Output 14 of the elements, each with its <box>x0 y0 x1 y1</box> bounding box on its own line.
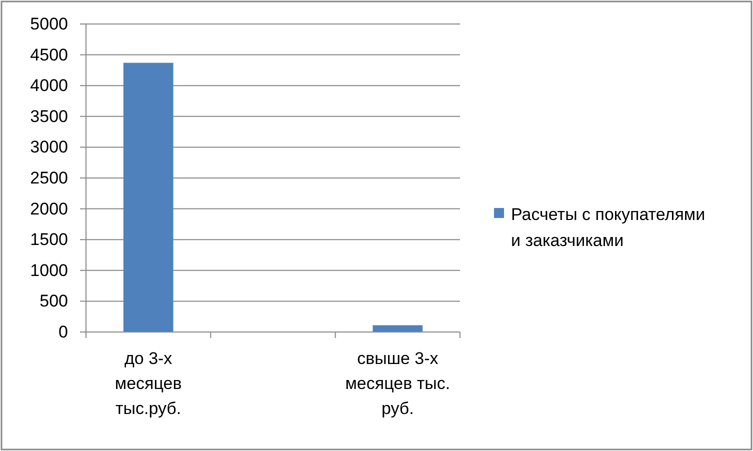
x-tick-label: свыше 3-х месяцев тыс. руб. <box>345 349 450 418</box>
y-tick-label: 3500 <box>30 106 68 126</box>
y-tick-label: 500 <box>40 292 68 311</box>
y-tick-label: 1000 <box>30 260 68 280</box>
y-tick-label: 1500 <box>30 230 68 250</box>
y-tick-label: 4000 <box>30 76 68 96</box>
legend-label: Расчеты с покупателями и заказчиками <box>511 205 706 250</box>
y-tick-label: 3000 <box>30 138 68 157</box>
y-tick-label: 2500 <box>30 168 68 188</box>
y-tick-label: 5000 <box>30 14 68 34</box>
y-tick-label: 4500 <box>30 45 68 64</box>
x-tick-label: до 3-х месяцев тыс.руб. <box>114 349 182 418</box>
y-tick-label: 2000 <box>30 199 68 218</box>
y-tick-label: 0 <box>58 322 68 342</box>
